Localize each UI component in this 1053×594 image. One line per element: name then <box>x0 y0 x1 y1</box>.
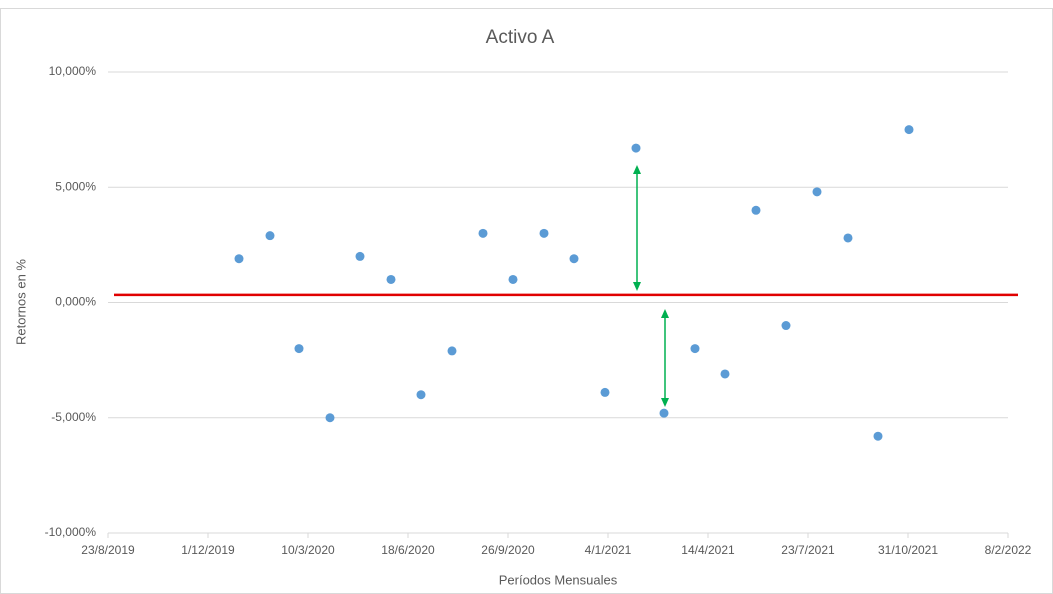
x-tick-label: 31/10/2021 <box>878 543 938 557</box>
point <box>478 228 488 238</box>
point <box>873 431 883 441</box>
point <box>751 205 761 215</box>
x-tick-label: 18/6/2020 <box>381 543 435 557</box>
point <box>508 274 518 284</box>
point <box>265 231 275 241</box>
point <box>234 254 244 264</box>
x-tick-label: 23/8/2019 <box>81 543 135 557</box>
point <box>631 143 641 153</box>
y-tick-label: 0,000% <box>55 295 96 309</box>
arrow-head <box>633 165 641 174</box>
x-tick-label: 4/1/2021 <box>585 543 632 557</box>
chart-border <box>0 8 1053 594</box>
chart-title: Activo A <box>486 27 555 48</box>
y-tick-label: -10,000% <box>45 525 97 539</box>
point <box>812 187 822 197</box>
point <box>447 346 457 356</box>
arrow-head <box>633 282 641 291</box>
point <box>325 413 335 423</box>
x-tick-label: 10/3/2020 <box>281 543 335 557</box>
arrow-head <box>661 398 669 407</box>
point <box>386 274 396 284</box>
point <box>600 387 610 397</box>
point <box>355 251 365 261</box>
point <box>904 125 914 135</box>
annotation-arrows <box>633 165 669 407</box>
plot-area: -10,000% -5,000% 0,000% 5,000% 10,000% 23/8/2… <box>45 64 1032 557</box>
x-tick-label: 8/2/2022 <box>985 543 1032 557</box>
point <box>781 321 791 331</box>
point <box>690 344 700 354</box>
x-tick-label: 14/4/2021 <box>681 543 735 557</box>
point <box>720 369 730 379</box>
point <box>659 408 669 418</box>
x-tick-label: 23/7/2021 <box>781 543 835 557</box>
x-axis-title: Períodos Mensuales <box>499 572 618 587</box>
y-tick-label: 5,000% <box>55 179 96 193</box>
y-tick-label: -5,000% <box>51 410 96 424</box>
x-tick-label: 26/9/2020 <box>481 543 535 557</box>
point <box>539 228 549 238</box>
point <box>569 254 579 264</box>
point <box>294 344 304 354</box>
point <box>416 390 426 400</box>
x-tick-label: 1/12/2019 <box>181 543 235 557</box>
point <box>843 233 853 243</box>
y-tick-label: 10,000% <box>49 64 97 78</box>
arrow-head <box>661 309 669 318</box>
y-axis-title: Retornos en % <box>13 259 28 345</box>
